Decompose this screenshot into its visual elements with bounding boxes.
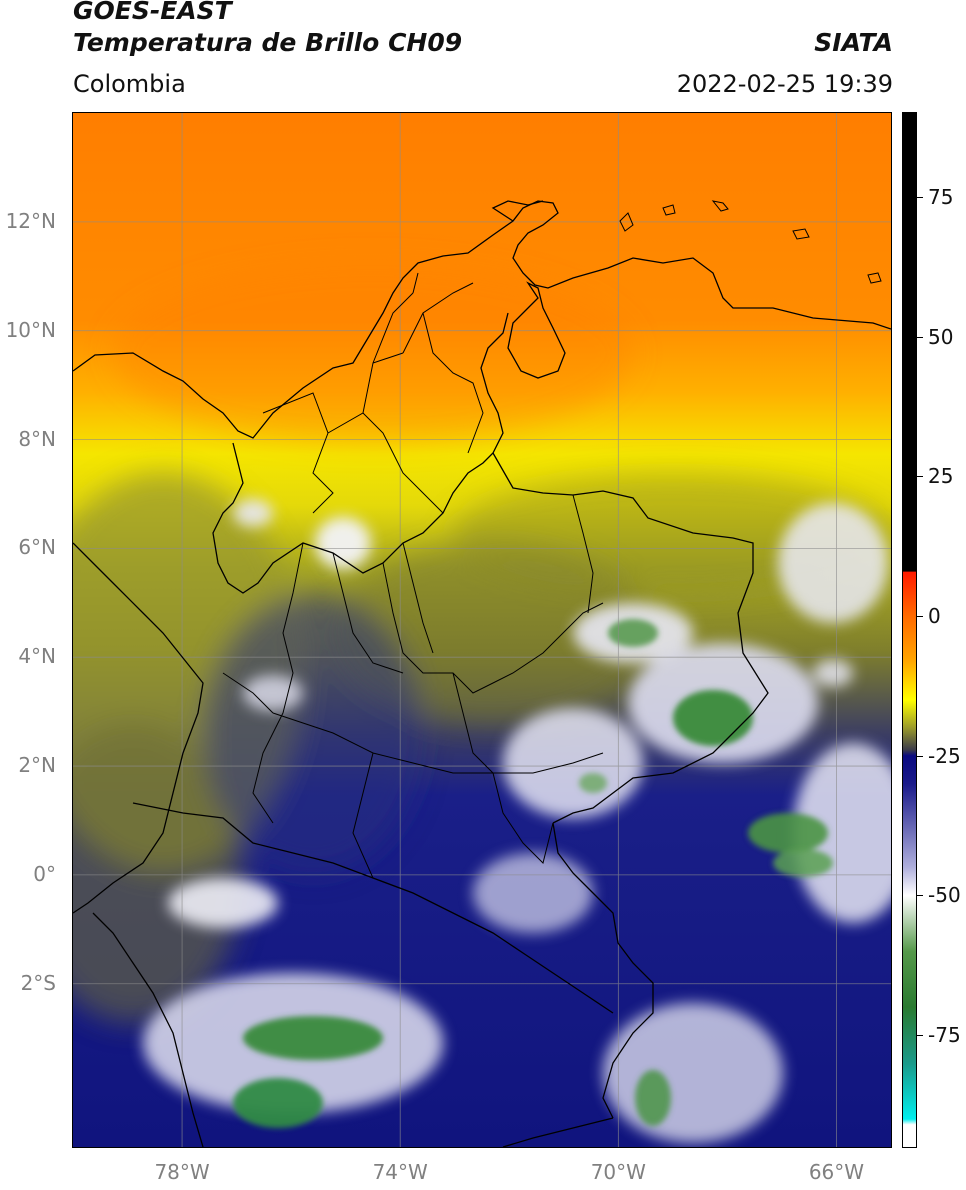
colombia-border-north [212, 312, 509, 594]
product-title-variable: Temperatura de Brillo CH09 [73, 28, 463, 57]
colombia-peru-border [132, 802, 614, 1014]
brand-label: SIATA [814, 28, 893, 57]
field-regional-shading [73, 263, 891, 1023]
colorbar-tick-label: 0 [928, 604, 941, 629]
latitude-tick-label: 2°N [18, 753, 56, 778]
map-gridlines [73, 113, 891, 1147]
map-panel [72, 112, 892, 1148]
latitude-tick-label: 8°N [18, 426, 56, 451]
latitude-tick-label: 2°S [20, 970, 56, 995]
latitude-tick-label: 12°N [5, 208, 56, 233]
peru-brazil-border [502, 1117, 614, 1147]
maracaibo-lake [507, 281, 566, 379]
longitude-tick-label: 78°W [154, 1160, 210, 1184]
colorbar-tick-label: -50 [928, 883, 961, 908]
colorbar-tick-label: 25 [928, 464, 954, 489]
colorbar-tick-label: -75 [928, 1023, 961, 1048]
guajira-peninsula [491, 200, 544, 222]
very-cold-cloud-cores [233, 619, 833, 1128]
datetime-label: 2022-02-25 19:39 [676, 70, 893, 98]
longitude-tick-label: 70°W [590, 1160, 646, 1184]
latitude-tick-label: 4°N [18, 644, 56, 669]
caribbean-coastline [73, 200, 891, 439]
colombia-venezuela-border [492, 452, 769, 824]
pacific-coastline [73, 542, 204, 914]
brightness-temperature-map [73, 113, 891, 1147]
colorbar-tick [917, 616, 923, 618]
colorbar-tick-label: 75 [928, 184, 954, 209]
colombia-brazil-border [552, 822, 654, 1119]
colorbar-tick [917, 1035, 923, 1037]
colorbar-tick [917, 196, 923, 198]
colorbar [902, 112, 917, 1148]
latitude-tick-label: 6°N [18, 535, 56, 560]
latitude-tick-label: 10°N [5, 317, 56, 342]
colorbar-tick-label: 50 [928, 324, 954, 349]
longitude-tick-label: 66°W [808, 1160, 865, 1184]
colorbar-tick [917, 755, 923, 757]
product-title-satellite: GOES-EAST [73, 0, 232, 25]
latitude-tick-label: 0° [33, 861, 56, 886]
ecuador-peru-border [92, 912, 204, 1147]
colorbar-tick [917, 895, 923, 897]
longitude-tick-label: 74°W [372, 1160, 428, 1184]
colorbar-tick-label: -25 [928, 743, 961, 768]
department-boundaries [222, 272, 604, 879]
region-label: Colombia [73, 70, 186, 98]
colorbar-tick [917, 476, 923, 478]
colorbar-tick [917, 336, 923, 338]
coastlines-and-borders [73, 200, 891, 1147]
islands [619, 200, 882, 284]
